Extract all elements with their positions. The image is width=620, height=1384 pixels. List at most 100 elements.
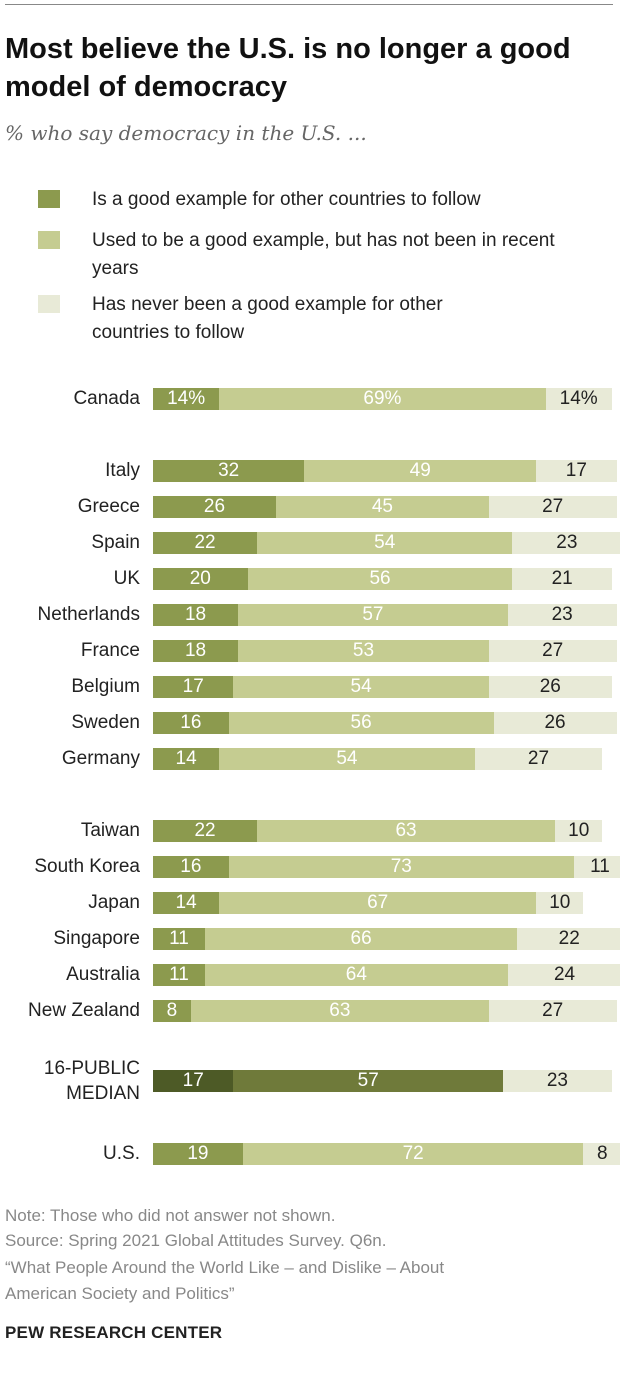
data-label-singapore-used-to-be: 66	[350, 928, 372, 949]
data-label-spain-used-to-be: 54	[374, 532, 396, 553]
data-label-italy-good-example: 32	[218, 460, 240, 481]
legend-label-good-example: Is a good example for other countries to…	[92, 189, 481, 210]
bar-segment-belgium-used-to-be	[233, 676, 489, 698]
data-label-taiwan-good-example: 22	[194, 820, 216, 841]
data-label-u-s-used-to-be: 72	[402, 1143, 424, 1164]
data-label-japan-used-to-be: 67	[367, 892, 389, 913]
bar-segment-16-public-median-good-example	[153, 1070, 234, 1092]
data-label-new-zealand-used-to-be: 63	[329, 1000, 351, 1021]
footer-note: Note: Those who did not answer not shown…	[5, 1206, 336, 1225]
data-label-uk-used-to-be: 56	[369, 568, 391, 589]
bar-segment-spain-good-example	[153, 532, 258, 554]
bar-segment-belgium-good-example	[153, 676, 234, 698]
bar-segment-italy-never	[536, 460, 617, 482]
bar-segment-germany-good-example	[153, 748, 220, 770]
footer-source: Source: Spring 2021 Global Attitudes Sur…	[5, 1231, 387, 1250]
legend-swatch-good-example	[38, 190, 60, 208]
bar-segment-taiwan-used-to-be	[257, 820, 556, 842]
data-label-france-never: 27	[542, 640, 564, 661]
data-label-u-s-good-example: 19	[187, 1143, 209, 1164]
bar-segment-france-never	[488, 640, 617, 662]
data-label-belgium-used-to-be: 54	[350, 676, 372, 697]
bar-segment-greece-never	[488, 496, 617, 518]
row-label-spain: Spain	[91, 532, 140, 553]
bar-segment-new-zealand-never	[488, 1000, 617, 1022]
row-label-uk: UK	[113, 568, 140, 589]
row-label-south-korea: South Korea	[34, 856, 140, 877]
row-label-japan: Japan	[88, 892, 140, 913]
row-label-germany: Germany	[61, 748, 140, 769]
data-label-south-korea-used-to-be: 73	[390, 856, 412, 877]
bar-segment-sweden-never	[493, 712, 617, 734]
data-label-spain-never: 23	[556, 532, 578, 553]
row-label-16-public-median: 16-PUBLIC MEDIAN	[43, 1058, 140, 1104]
bar-segment-sweden-good-example	[153, 712, 229, 734]
bar-segment-italy-used-to-be	[304, 460, 537, 482]
bar-segment-singapore-good-example	[153, 928, 206, 950]
brand-logo-text: PEW RESEARCH CENTER	[5, 1323, 223, 1342]
bar-segment-canada-never	[545, 388, 612, 410]
row-label-u-s: U.S.	[103, 1143, 140, 1164]
data-label-germany-never: 27	[527, 748, 550, 769]
data-label-spain-good-example: 22	[194, 532, 216, 553]
data-label-japan-never: 10	[549, 892, 571, 913]
data-label-canada-used-to-be: 69%	[363, 388, 402, 409]
data-label-sweden-good-example: 16	[180, 712, 202, 733]
bar-segment-16-public-median-never	[503, 1070, 612, 1092]
row-label-greece: Greece	[77, 496, 140, 517]
data-label-canada-never: 14%	[559, 388, 598, 409]
data-label-netherlands-good-example: 18	[184, 604, 207, 625]
bar-segment-belgium-never	[488, 676, 612, 698]
data-label-south-korea-good-example: 16	[180, 856, 202, 877]
bar-segment-spain-never	[512, 532, 620, 554]
data-label-16-public-median-good-example: 17	[182, 1070, 204, 1091]
bar-segment-singapore-never	[517, 928, 620, 950]
data-label-greece-used-to-be: 45	[371, 496, 393, 517]
data-label-italy-never: 17	[565, 460, 587, 481]
bar-segment-australia-used-to-be	[205, 964, 508, 986]
row-label-netherlands: Netherlands	[37, 604, 140, 625]
bar-segment-sweden-used-to-be	[228, 712, 494, 734]
footer-report-title-line2: American Society and Politics”	[5, 1284, 235, 1303]
bar-segment-taiwan-good-example	[153, 820, 258, 842]
data-label-belgium-never: 26	[539, 676, 561, 697]
bar-segment-u-s-never	[583, 1143, 620, 1165]
bar-segment-greece-good-example	[153, 496, 276, 518]
data-label-france-good-example: 18	[184, 640, 207, 661]
data-label-netherlands-never: 23	[551, 604, 573, 625]
top-rule	[5, 4, 613, 5]
row-label-sweden: Sweden	[71, 712, 140, 733]
bar-segment-south-korea-good-example	[153, 856, 229, 878]
bar-segment-canada-good-example	[153, 388, 220, 410]
bar-segment-uk-used-to-be	[247, 568, 513, 590]
data-label-italy-used-to-be: 49	[409, 460, 431, 481]
data-label-greece-never: 27	[542, 496, 564, 517]
row-label-australia: Australia	[66, 964, 140, 985]
bar-segment-south-korea-used-to-be	[228, 856, 574, 878]
legend-swatch-never	[38, 295, 60, 313]
bar-segment-16-public-median-used-to-be	[233, 1070, 504, 1092]
data-label-new-zealand-good-example: 8	[166, 1000, 178, 1021]
data-label-taiwan-used-to-be: 63	[395, 820, 417, 841]
bar-segment-new-zealand-used-to-be	[190, 1000, 489, 1022]
data-label-netherlands-used-to-be: 57	[362, 604, 384, 625]
legend-label-used-to-be: Used to be a good example, but has not b…	[92, 230, 555, 279]
bar-segment-japan-good-example	[153, 892, 220, 914]
bar-segment-france-good-example	[153, 640, 239, 662]
data-label-sweden-used-to-be: 56	[350, 712, 372, 733]
row-label-france: France	[80, 640, 140, 661]
data-label-germany-used-to-be: 54	[336, 748, 358, 769]
data-label-germany-good-example: 14	[175, 748, 197, 769]
row-label-singapore: Singapore	[53, 928, 140, 949]
data-label-singapore-good-example: 11	[169, 928, 189, 949]
row-label-belgium: Belgium	[71, 676, 140, 697]
bar-segment-taiwan-never	[555, 820, 603, 842]
data-label-greece-good-example: 26	[203, 496, 226, 517]
bar-segment-germany-never	[474, 748, 603, 770]
bar-segment-uk-never	[512, 568, 612, 590]
data-label-singapore-never: 22	[558, 928, 580, 949]
bar-segment-australia-never	[507, 964, 620, 986]
data-label-16-public-median-used-to-be: 57	[357, 1070, 379, 1091]
bar-segment-u-s-good-example	[153, 1143, 243, 1165]
